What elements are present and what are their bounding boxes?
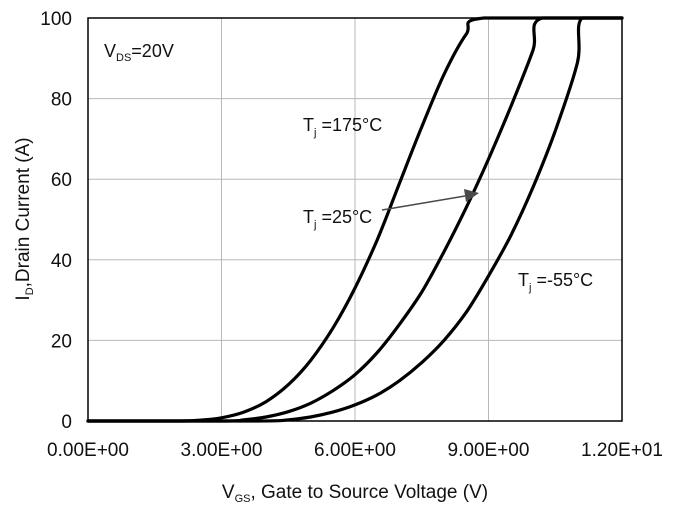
x-axis-title: VGS, Gate to Source Voltage (V) [222, 482, 488, 505]
annotation-arrow [381, 189, 479, 211]
series-line-2 [86, 16, 624, 423]
series-line-1 [86, 16, 624, 423]
y-tick-label: 20 [51, 331, 72, 352]
curves [86, 16, 624, 423]
y-tick-label: 60 [51, 170, 72, 191]
gridlines [88, 18, 622, 421]
y-tick-label: 0 [61, 412, 72, 433]
vds-main: V [104, 41, 116, 61]
x-tick-label: 9.00E+00 [448, 440, 530, 461]
x-tick-label: 3.00E+00 [181, 440, 263, 461]
x-tick-label: 1.20E+01 [581, 440, 663, 461]
tick-labels: 0.00E+00 3.00E+00 6.00E+00 9.00E+00 1.20E+01… [40, 9, 663, 461]
vds-sub: DS [116, 52, 131, 64]
series-label-tj-minus55: Tj =-55°C [518, 270, 593, 294]
vds-rest: =20V [131, 41, 174, 61]
plot-frame [87, 17, 623, 422]
x-tick-label: 6.00E+00 [314, 440, 396, 461]
y-axis-title: ID,Drain Current (A) [13, 137, 36, 300]
series-line-0 [86, 16, 624, 423]
y-tick-label: 80 [51, 90, 72, 111]
series-label-tj-25: Tj =25°C [303, 207, 372, 231]
x-tick-label: 0.00E+00 [47, 440, 129, 461]
y-tick-label: 40 [51, 251, 72, 272]
vds-condition-label: VDS=20V [104, 41, 174, 64]
series-label-tj-175: Tj =175°C [303, 115, 382, 139]
y-tick-label: 100 [40, 9, 72, 30]
